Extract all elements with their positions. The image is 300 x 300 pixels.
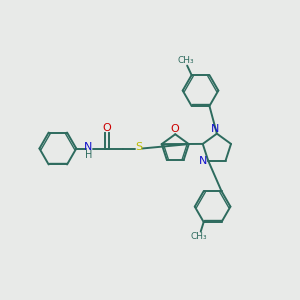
Text: O: O <box>170 124 179 134</box>
Text: CH₃: CH₃ <box>191 232 208 242</box>
Text: N: N <box>211 124 220 134</box>
Text: S: S <box>135 142 142 152</box>
Text: H: H <box>85 150 92 160</box>
Text: N: N <box>199 156 207 167</box>
Text: CH₃: CH₃ <box>177 56 194 65</box>
Text: N: N <box>84 142 93 152</box>
Text: O: O <box>103 123 111 133</box>
